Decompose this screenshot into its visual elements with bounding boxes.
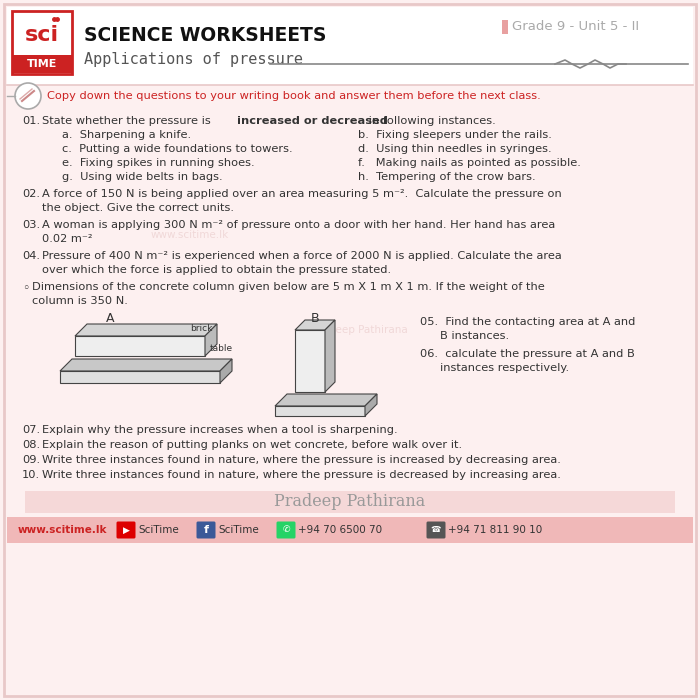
Text: brick: brick [190, 324, 212, 333]
Text: 04.: 04. [22, 251, 40, 261]
Text: the object. Give the correct units.: the object. Give the correct units. [42, 203, 234, 213]
Polygon shape [60, 359, 232, 371]
Polygon shape [205, 324, 217, 356]
FancyBboxPatch shape [197, 522, 216, 538]
Polygon shape [295, 320, 335, 330]
Text: www.scitime.lk: www.scitime.lk [151, 230, 229, 240]
Text: 08.: 08. [22, 440, 40, 450]
Text: Write three instances found in nature, where the pressure is decreased by increa: Write three instances found in nature, w… [42, 470, 561, 480]
Text: instances respectively.: instances respectively. [440, 363, 569, 373]
Text: 09.: 09. [22, 455, 40, 465]
Polygon shape [325, 320, 335, 392]
Text: a.  Sharpening a knife.: a. Sharpening a knife. [62, 130, 191, 140]
Text: A force of 150 N is being applied over an area measuring 5 m⁻².  Calculate the p: A force of 150 N is being applied over a… [42, 189, 561, 199]
Text: over which the force is applied to obtain the pressure stated.: over which the force is applied to obtai… [42, 265, 391, 275]
Text: Applications of pressure: Applications of pressure [84, 52, 303, 67]
Text: Pradeep Pathirana: Pradeep Pathirana [312, 325, 408, 335]
Text: 0.02 m⁻²: 0.02 m⁻² [42, 234, 92, 244]
Text: ▶: ▶ [122, 526, 130, 535]
Text: SCIENCE WORKSHEETS: SCIENCE WORKSHEETS [84, 26, 326, 45]
Text: Pradeep Pathirana: Pradeep Pathirana [274, 494, 426, 510]
Polygon shape [275, 406, 365, 416]
Text: h.  Tempering of the crow bars.: h. Tempering of the crow bars. [358, 172, 536, 182]
Text: www.scitime.lk: www.scitime.lk [18, 525, 108, 535]
Text: 06.  calculate the pressure at A and B: 06. calculate the pressure at A and B [420, 349, 635, 359]
Text: +94 70 6500 70: +94 70 6500 70 [298, 525, 382, 535]
Bar [7, 7, 693, 85]
Bar [12, 11, 72, 74]
Text: 07.: 07. [22, 425, 40, 435]
Bar [7, 517, 693, 543]
Text: f.   Making nails as pointed as possible.: f. Making nails as pointed as possible. [358, 158, 581, 168]
FancyBboxPatch shape [276, 522, 295, 538]
Text: ✆: ✆ [282, 526, 290, 535]
Text: b.  Fixing sleepers under the rails.: b. Fixing sleepers under the rails. [358, 130, 552, 140]
Polygon shape [275, 394, 377, 406]
Polygon shape [220, 359, 232, 383]
Text: Copy down the questions to your writing book and answer them before the next cla: Copy down the questions to your writing … [47, 91, 540, 101]
Text: 02.: 02. [22, 189, 40, 199]
Text: Pressure of 400 N m⁻² is experienced when a force of 2000 N is applied. Calculat: Pressure of 400 N m⁻² is experienced whe… [42, 251, 561, 261]
Text: 03.: 03. [22, 220, 40, 230]
Polygon shape [60, 371, 220, 383]
Text: increased or decreased: increased or decreased [237, 116, 388, 126]
Text: A: A [106, 312, 114, 325]
Text: B: B [311, 312, 319, 325]
Polygon shape [75, 336, 205, 356]
Text: SciTime: SciTime [138, 525, 178, 535]
Polygon shape [365, 394, 377, 416]
Text: table: table [210, 344, 233, 353]
Bar [502, 20, 508, 34]
Text: e.  Fixing spikes in running shoes.: e. Fixing spikes in running shoes. [62, 158, 255, 168]
Text: d.  Using thin needles in syringes.: d. Using thin needles in syringes. [358, 144, 552, 154]
Text: State whether the pressure is: State whether the pressure is [42, 116, 214, 126]
Text: Dimensions of the concrete column given below are 5 m X 1 m X 1 m. If the weight: Dimensions of the concrete column given … [32, 282, 545, 292]
Text: SciTime: SciTime [218, 525, 259, 535]
Bar [12, 55, 72, 73]
Text: Write three instances found in nature, where the pressure is increased by decrea: Write three instances found in nature, w… [42, 455, 561, 465]
Text: column is 350 N.: column is 350 N. [32, 296, 128, 306]
Polygon shape [75, 324, 217, 336]
Text: 01.: 01. [22, 116, 40, 126]
Text: g.  Using wide belts in bags.: g. Using wide belts in bags. [62, 172, 223, 182]
Bar [25, 491, 675, 513]
Text: Explain why the pressure increases when a tool is sharpening.: Explain why the pressure increases when … [42, 425, 398, 435]
Polygon shape [295, 330, 325, 392]
Text: f: f [204, 525, 209, 535]
Text: www.scitime.lk: www.scitime.lk [451, 505, 529, 515]
Text: sci: sci [25, 25, 59, 45]
Text: ☎: ☎ [430, 526, 441, 535]
Text: c.  Putting a wide foundations to towers.: c. Putting a wide foundations to towers. [62, 144, 293, 154]
Text: in following instances.: in following instances. [365, 116, 496, 126]
Text: Grade 9 - Unit 5 - II: Grade 9 - Unit 5 - II [512, 20, 639, 34]
Text: 10.: 10. [22, 470, 40, 480]
Text: Explain the reason of putting planks on wet concrete, before walk over it.: Explain the reason of putting planks on … [42, 440, 462, 450]
FancyBboxPatch shape [116, 522, 136, 538]
Text: 05.  Find the contacting area at A and: 05. Find the contacting area at A and [420, 317, 636, 327]
Text: +94 71 811 90 10: +94 71 811 90 10 [448, 525, 542, 535]
Text: ◦: ◦ [22, 282, 29, 295]
Text: TIME: TIME [27, 59, 57, 69]
Text: A woman is applying 300 N m⁻² of pressure onto a door with her hand. Her hand ha: A woman is applying 300 N m⁻² of pressur… [42, 220, 555, 230]
Circle shape [15, 83, 41, 109]
FancyBboxPatch shape [426, 522, 445, 538]
Text: B instances.: B instances. [440, 331, 509, 341]
